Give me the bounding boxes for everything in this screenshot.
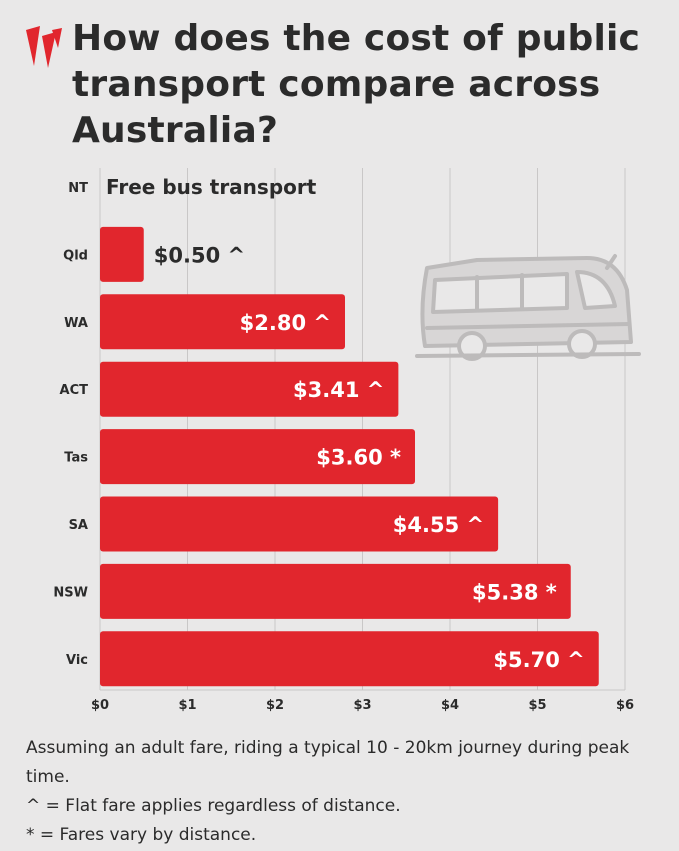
bar-chart: Free bus transport $0.50 ^ $2.80 ^ $3.41 ^ $… bbox=[53, 168, 641, 713]
category-label: Tas bbox=[64, 451, 88, 466]
footnotes: Assuming an adult fare, riding a typical… bbox=[26, 734, 676, 850]
bar bbox=[100, 631, 599, 687]
bars: Free bus transport $0.50 ^ $2.80 ^ $3.41 ^ $… bbox=[100, 175, 599, 687]
x-tick-label: $6 bbox=[616, 698, 634, 713]
x-tick-label: $4 bbox=[441, 698, 459, 713]
footnote-flat-fare: ^ = Flat fare applies regardless of dist… bbox=[26, 796, 401, 816]
footnote-assumption: Assuming an adult fare, riding a typical… bbox=[26, 738, 630, 787]
x-tick-labels: $0 $1 $2 $3 $4 $5 $6 bbox=[91, 698, 634, 713]
bar bbox=[100, 429, 415, 485]
data-label: $3.60 * bbox=[316, 446, 401, 470]
data-label: Free bus transport bbox=[106, 175, 317, 199]
data-label: $4.55 ^ bbox=[393, 513, 484, 537]
bar bbox=[100, 496, 499, 552]
bar bbox=[100, 361, 399, 417]
category-label: NT bbox=[68, 181, 88, 196]
category-label: WA bbox=[64, 316, 88, 331]
category-label: ACT bbox=[60, 383, 89, 398]
bar bbox=[100, 294, 345, 350]
x-tick-label: $5 bbox=[528, 698, 546, 713]
bar bbox=[100, 563, 571, 619]
data-label: $3.41 ^ bbox=[293, 378, 384, 402]
data-label: $5.38 * bbox=[472, 580, 557, 604]
data-label: $0.50 ^ bbox=[154, 243, 245, 267]
category-label: Qld bbox=[63, 248, 88, 263]
data-label: $5.70 ^ bbox=[493, 648, 584, 672]
category-label: SA bbox=[69, 518, 88, 533]
x-tick-label: $2 bbox=[266, 698, 284, 713]
chart-title: How does the cost of public transport co… bbox=[72, 18, 641, 151]
x-tick-label: $3 bbox=[353, 698, 371, 713]
category-label: NSW bbox=[53, 585, 88, 600]
category-label: Vic bbox=[66, 653, 88, 668]
footnote-distance: * = Fares vary by distance. bbox=[26, 825, 257, 845]
sbs-logo-icon bbox=[26, 26, 62, 68]
bus-icon bbox=[415, 254, 641, 361]
x-tick-label: $0 bbox=[91, 698, 109, 713]
bar bbox=[100, 226, 144, 282]
data-label: $2.80 ^ bbox=[240, 311, 331, 335]
category-labels: NT Qld WA ACT Tas SA NSW Vic bbox=[53, 181, 88, 668]
x-tick-label: $1 bbox=[178, 698, 196, 713]
